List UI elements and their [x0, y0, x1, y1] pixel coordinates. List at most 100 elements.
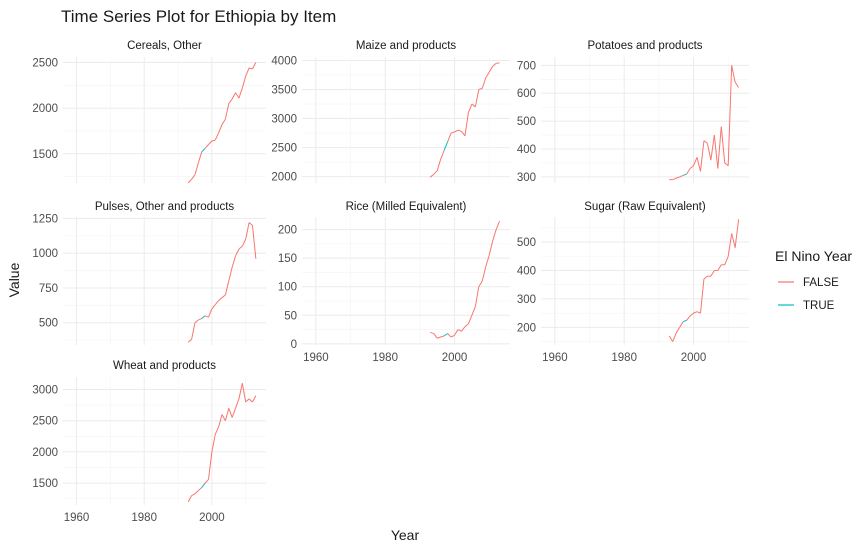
line-segment [235, 398, 240, 409]
facet-strip-label: Maize and products [356, 40, 457, 52]
line-segment [241, 383, 247, 403]
y-tick-label: 2500 [32, 57, 58, 69]
series-line [187, 222, 257, 343]
line-segment [457, 329, 462, 332]
line-segment [693, 311, 698, 314]
line-segment [221, 414, 226, 421]
line-segment [731, 65, 736, 83]
line-segment [471, 306, 476, 316]
line-segment [252, 62, 257, 70]
panel-maize-and-products: Maize and products 2000 2500 3000 3500 4000 [271, 40, 510, 184]
series-line [669, 65, 740, 181]
line-segment [440, 150, 445, 160]
line-segment [187, 495, 193, 503]
chart-title: Time Series Plot for Ethiopia by Item [61, 7, 336, 26]
line-segment [218, 124, 223, 133]
line-segment [492, 229, 497, 242]
line-segment [717, 264, 722, 271]
line-segment [454, 329, 459, 336]
line-segment [485, 255, 490, 267]
line-segment [443, 141, 449, 151]
line-segment [731, 233, 736, 248]
line-segment [218, 414, 223, 428]
line-segment [252, 395, 257, 403]
line-segment [207, 451, 213, 480]
legend-entries: FALSE TRUE [778, 277, 839, 312]
line-segment [686, 168, 691, 175]
line-segment [245, 222, 250, 240]
line-segment [231, 408, 237, 418]
line-segment [682, 173, 687, 176]
x-tick-label: 1960 [64, 512, 90, 524]
line-segment [703, 275, 708, 280]
line-segment [238, 245, 243, 250]
series-line [430, 220, 501, 339]
line-segment [471, 103, 476, 108]
y-axis-title: Value [6, 262, 22, 297]
y-tick-label: 300 [517, 294, 536, 306]
x-tick-label: 1980 [131, 512, 157, 524]
line-segment [221, 118, 226, 125]
line-segment [675, 327, 681, 334]
y-tick-label: 150 [278, 253, 297, 265]
facet-strip-label: Cereals, Other [127, 40, 202, 52]
line-segment [668, 335, 674, 342]
line-segment [211, 139, 216, 142]
line-segment [231, 92, 236, 100]
panel-potatoes-and-products: Potatoes and products 300 400 500 600 700 [517, 40, 749, 184]
line-segment [218, 297, 223, 301]
y-tick-label: 3000 [32, 384, 58, 396]
line-segment [710, 270, 715, 277]
line-segment [710, 134, 715, 161]
y-tick-label: 2000 [32, 103, 58, 115]
line-segment [214, 426, 220, 435]
line-segment [231, 255, 237, 268]
line-segment [241, 239, 247, 247]
panel-wheat-and-products: Wheat and products 1500 2000 2500 3000 1960 19… [32, 360, 266, 524]
y-tick-label: 400 [517, 265, 536, 277]
line-segment [228, 266, 233, 282]
line-segment [699, 278, 705, 314]
line-segment [467, 315, 473, 325]
y-tick-label: 400 [517, 144, 536, 156]
line-segment [478, 280, 483, 287]
line-segment [228, 408, 233, 418]
line-segment [734, 219, 740, 248]
x-tick-label: 1980 [611, 352, 637, 364]
y-tick-label: 300 [517, 172, 536, 184]
line-segment [224, 103, 230, 120]
line-segment [724, 162, 729, 167]
y-tick-label: 500 [517, 116, 536, 128]
line-segment [197, 151, 203, 164]
line-segment [488, 66, 494, 73]
legend: El Nino Year FALSE TRUE [775, 248, 852, 312]
y-tick-label: 200 [517, 322, 536, 334]
line-segment [248, 398, 253, 403]
line-segment [204, 315, 209, 318]
line-segment [214, 132, 220, 141]
line-segment [689, 165, 694, 169]
line-segment [727, 65, 733, 166]
x-tick-label: 1980 [372, 352, 398, 364]
panel-rice-milled-equivalent: Rice (Milled Equivalent) 0 50 100 150 200 1960… [278, 201, 510, 364]
line-segment [194, 490, 199, 495]
line-segment [679, 175, 684, 178]
y-tick-label: 2000 [271, 172, 297, 184]
legend-label-true: TRUE [803, 300, 835, 312]
line-segment [734, 81, 740, 88]
line-segment [204, 144, 209, 149]
line-segment [447, 333, 452, 338]
line-segment [228, 98, 233, 104]
line-segment [201, 482, 206, 488]
line-segment [696, 157, 701, 172]
line-segment [672, 177, 677, 181]
panel-sugar-raw-equivalent: Sugar (Raw Equivalent) 200 300 400 500 1960 19… [517, 201, 749, 364]
line-segment [713, 135, 719, 169]
series-line [668, 219, 740, 342]
line-segment [436, 159, 442, 171]
line-segment [214, 300, 220, 305]
line-segment [495, 220, 501, 230]
y-tick-label: 600 [517, 88, 536, 100]
line-segment [720, 126, 726, 163]
line-segment [429, 173, 435, 178]
